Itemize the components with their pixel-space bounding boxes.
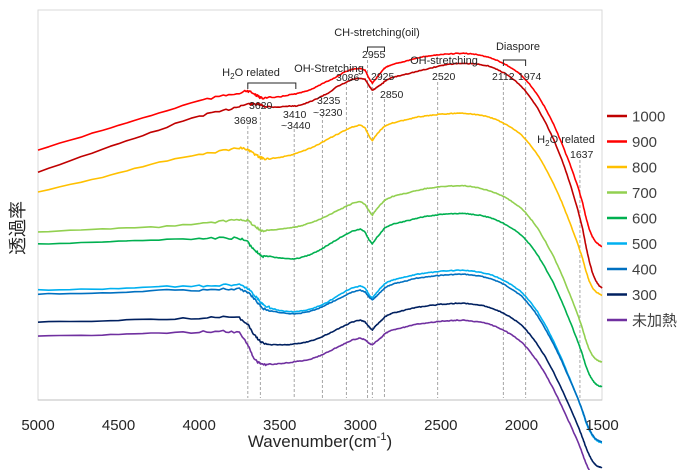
annotation-bracket [247,82,297,89]
series-line [37,112,603,297]
peak-label: 1637 [570,149,594,161]
legend-item: 1000 [607,109,665,126]
x-tick-label: 3500 [263,417,296,434]
series-line [37,184,603,363]
peak-label: 3086 [336,72,360,84]
peak-label: 2850 [380,89,404,101]
annotation-label: Diaspore [496,41,540,53]
x-tick-labels: 5000 4500 4000 3500 3000 2500 2000 1500 [21,417,618,434]
x-tick-label: 5000 [21,417,54,434]
peak-label: 2520 [432,71,456,83]
legend-item: 700 [607,185,657,202]
peak-label: 2925 [371,71,395,83]
series-line [37,302,603,469]
legend-label: 未加熱 [632,313,677,330]
annotation-label: H2O related [537,134,595,148]
peak-label: 3620 [249,100,273,112]
legend-item: 800 [607,160,657,177]
series-line [37,62,603,289]
legend: 1000 900 800 700 600 500 400 300 未加熱 [607,109,677,330]
legend-label: 800 [632,160,657,177]
legend-label: 600 [632,211,657,228]
x-tick-label: 3000 [344,417,377,434]
series-layer [37,52,603,470]
x-tick-label: 2500 [424,417,457,434]
legend-item: 400 [607,262,657,279]
annotation-bracket [367,46,385,52]
x-axis-title: Wavenumber(cm-1) [248,431,392,451]
peak-label: 2955 [362,49,386,61]
peak-label: ~3230 [313,107,343,119]
peak-label: 3410 [283,109,307,121]
legend-item: 900 [607,134,657,151]
legend-label: 1000 [632,109,665,126]
y-axis-title: 透過率 [8,201,28,255]
series-line [37,52,603,248]
legend-label: 400 [632,262,657,279]
peak-label: ~3440 [281,120,311,132]
x-tick-label: 4000 [182,417,215,434]
annotation-label: CH-stretching(oil) [334,27,420,39]
legend-item: 600 [607,211,657,228]
annotation-label: H2O related [222,67,280,81]
annotations: H2O related OH-Stretching CH-stretching(oi… [222,27,595,161]
series-line [37,273,603,443]
x-axis-title-superscript: -1 [377,431,387,443]
legend-label: 300 [632,287,657,304]
x-tick-label: 1500 [585,417,618,434]
peak-label: 1974 [518,71,542,83]
legend-label: 500 [632,236,657,253]
annotation-label: OH-Stretching [294,63,364,75]
x-tick-label: 2000 [505,417,538,434]
annotation-bracket [502,59,527,66]
series-line [37,212,603,388]
peak-label: 3235 [317,95,341,107]
series-line [37,319,590,470]
legend-item: 未加熱 [607,313,677,330]
legend-label: 900 [632,134,657,151]
x-tick-label: 4500 [102,417,135,434]
peak-label: 2112 [492,71,515,83]
legend-label: 700 [632,185,657,202]
legend-item: 500 [607,236,657,253]
annotation-label: OH-stretching [410,55,478,67]
peak-label: 3698 [234,115,258,127]
series-line [37,269,603,444]
legend-item: 300 [607,287,657,304]
